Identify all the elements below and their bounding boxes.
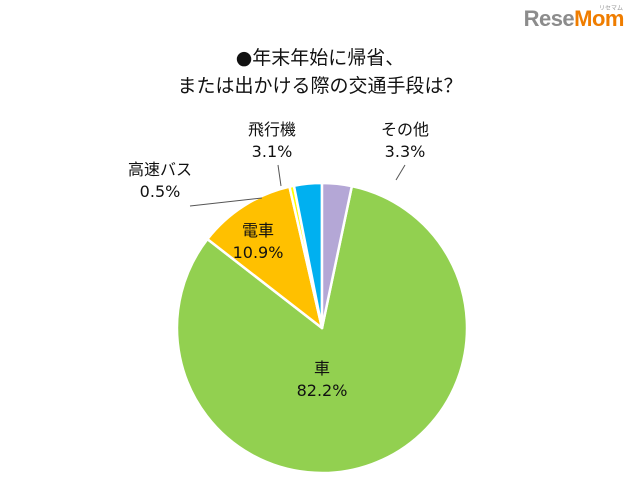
resemom-logo: ReseMom — [523, 6, 625, 32]
label-value-train: 10.9% — [233, 243, 284, 262]
leader-line-highway-bus — [189, 197, 263, 207]
leader-lines — [189, 164, 406, 207]
label-name-airplane: 飛行機 — [248, 120, 296, 139]
logo-main: Rese — [523, 6, 575, 31]
leader-line-other — [395, 164, 406, 181]
slice-labels: 車 82.2% 電車 10.9% 高速バス 0.5% 飛行機 3.1% その他 3.3% — [128, 120, 429, 400]
label-name-other: その他 — [381, 120, 429, 139]
label-name-train: 電車 — [242, 221, 274, 240]
slice-other — [320, 181, 354, 330]
label-value-airplane: 3.1% — [252, 142, 293, 161]
label-name-highway-bus: 高速バス — [128, 160, 192, 179]
slice-car — [175, 184, 469, 475]
chart-title-line-1: ●年末年始に帰省、 — [235, 47, 405, 69]
label-value-car: 82.2% — [297, 381, 348, 400]
logo-accent: Mom — [574, 6, 624, 31]
label-value-highway-bus: 0.5% — [140, 182, 181, 201]
chart-title: ●年末年始に帰省、 または出かける際の交通手段は？ — [0, 44, 640, 100]
label-name-car: 車 — [314, 359, 330, 378]
leader-line-airplane — [277, 164, 282, 187]
chart-title-line-2: または出かける際の交通手段は？ — [177, 75, 463, 97]
slice-train — [206, 185, 324, 330]
pie-slices — [175, 181, 469, 475]
label-value-other: 3.3% — [385, 142, 426, 161]
logo-kana: リセマム — [598, 5, 623, 12]
